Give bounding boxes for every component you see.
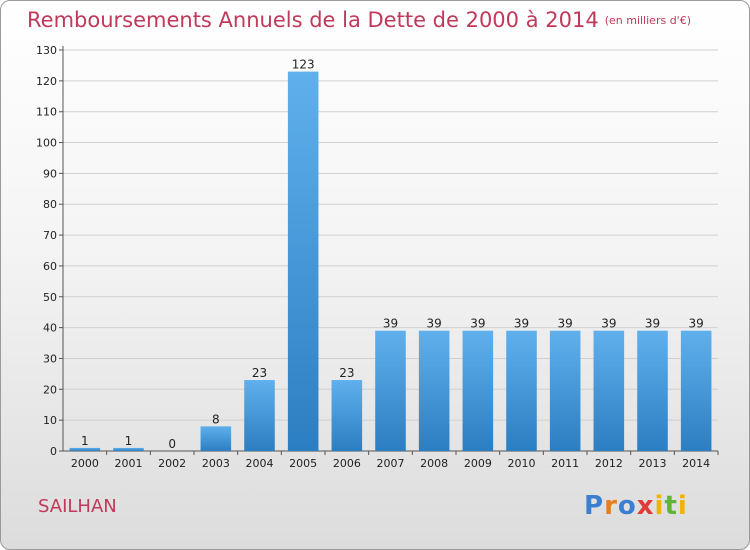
x-tick-label: 2005 xyxy=(289,457,317,470)
bar-value-label: 1 xyxy=(81,434,89,448)
x-tick-label: 2010 xyxy=(508,457,536,470)
proxiti-logo: Proxiti xyxy=(584,491,688,521)
y-tick-label: 120 xyxy=(36,75,57,88)
bar xyxy=(637,330,668,451)
bar xyxy=(593,330,625,451)
bar-value-label: 123 xyxy=(292,58,315,72)
y-tick-label: 60 xyxy=(43,260,57,273)
x-tick-label: 2013 xyxy=(639,457,667,470)
x-tick-label: 2000 xyxy=(71,457,99,470)
bar-value-label: 8 xyxy=(212,412,220,426)
x-tick-label: 2002 xyxy=(158,457,186,470)
bar-value-label: 39 xyxy=(427,317,442,331)
bar xyxy=(418,330,450,451)
y-tick-label: 100 xyxy=(36,137,57,150)
bar-value-label: 39 xyxy=(470,317,485,331)
bar-value-label: 39 xyxy=(601,317,616,331)
bar-value-label: 39 xyxy=(645,317,660,331)
bar xyxy=(506,330,537,451)
x-tick-label: 2014 xyxy=(682,457,710,470)
bar-value-label: 23 xyxy=(339,366,354,380)
y-tick-label: 90 xyxy=(43,167,57,180)
x-tick-label: 2004 xyxy=(246,457,274,470)
x-tick-label: 2006 xyxy=(333,457,361,470)
bar xyxy=(200,426,232,451)
bar xyxy=(375,330,406,451)
x-tick-label: 2009 xyxy=(464,457,492,470)
y-tick-label: 0 xyxy=(50,445,57,458)
x-tick-label: 2003 xyxy=(202,457,230,470)
bar-value-label: 1 xyxy=(125,434,133,448)
bar xyxy=(113,447,144,451)
bar xyxy=(244,380,275,451)
chart-unit: (en milliers d'€) xyxy=(604,14,691,27)
y-tick-label: 130 xyxy=(36,44,57,57)
bar-value-label: 0 xyxy=(168,437,176,451)
bar-value-label: 39 xyxy=(689,317,704,331)
y-tick-label: 110 xyxy=(36,106,57,119)
y-tick-label: 70 xyxy=(43,229,57,242)
bar-value-label: 39 xyxy=(558,317,573,331)
bar xyxy=(462,330,494,451)
x-tick-label: 2012 xyxy=(595,457,623,470)
bar xyxy=(549,330,581,451)
y-tick-label: 30 xyxy=(43,352,57,365)
chart-title-text: Remboursements Annuels de la Dette de 20… xyxy=(27,8,599,32)
y-tick-label: 20 xyxy=(43,383,57,396)
bar xyxy=(69,447,101,451)
y-tick-label: 80 xyxy=(43,198,57,211)
bar xyxy=(287,71,319,451)
y-tick-label: 10 xyxy=(43,414,57,427)
bar-value-label: 39 xyxy=(383,317,398,331)
bar-value-label: 23 xyxy=(252,366,267,380)
commune-name: SAILHAN xyxy=(38,496,117,517)
x-tick-label: 2011 xyxy=(551,457,579,470)
y-tick-label: 50 xyxy=(43,291,57,304)
bar-value-label: 39 xyxy=(514,317,529,331)
bar xyxy=(680,330,712,451)
chart-title: Remboursements Annuels de la Dette de 20… xyxy=(27,8,691,32)
bar xyxy=(331,380,363,451)
x-tick-label: 2007 xyxy=(377,457,405,470)
x-tick-label: 2001 xyxy=(115,457,143,470)
x-tick-label: 2008 xyxy=(420,457,448,470)
y-tick-label: 40 xyxy=(43,322,57,335)
